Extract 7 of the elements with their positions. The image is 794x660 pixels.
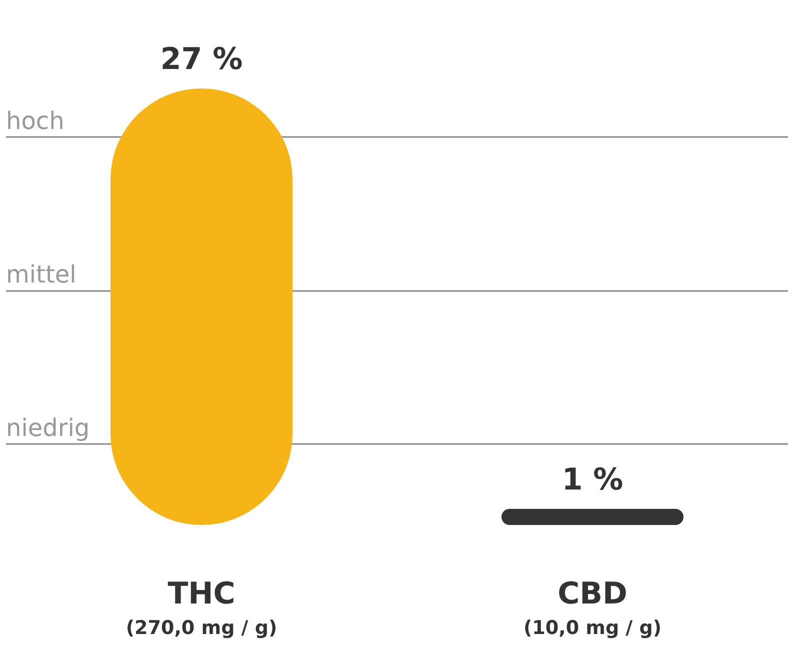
x-tick-label: THC (270,0 mg / g) [126,576,278,639]
data-label: 1 % [562,462,624,498]
ref-line-label: hoch [6,107,64,135]
x-tick-label: CBD (10,0 mg / g) [523,576,662,639]
ref-line-label: mittel [6,260,76,289]
data-label: 27 % [160,42,243,77]
ref-line-label: niedrig [6,414,90,442]
